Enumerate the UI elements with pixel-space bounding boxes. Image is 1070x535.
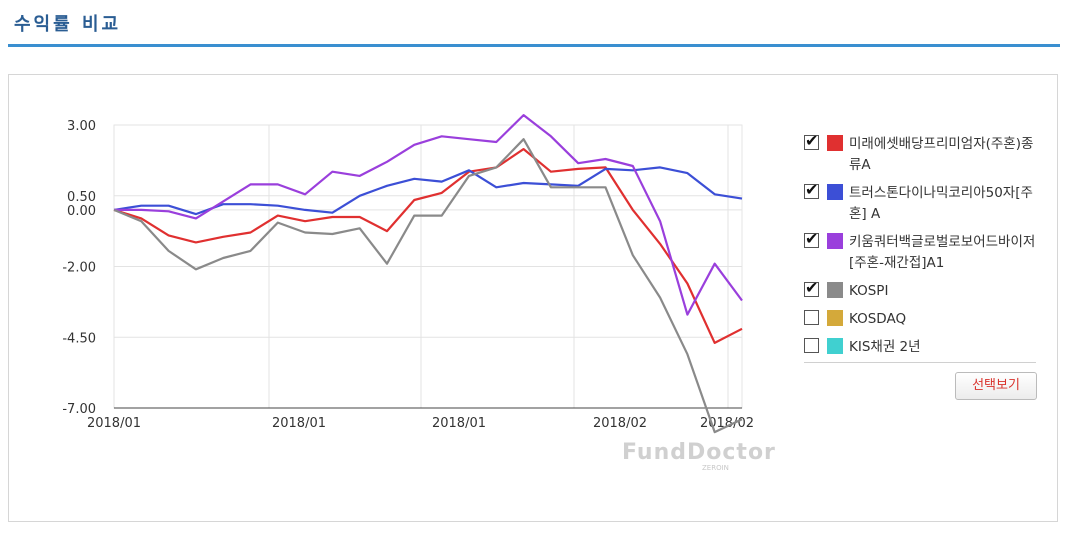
- y-tick-label: -2.00: [62, 261, 96, 276]
- x-tick-label: 2018/01: [272, 416, 326, 431]
- legend-label: KOSDAQ: [849, 311, 907, 327]
- legend-checkbox[interactable]: [804, 310, 819, 325]
- legend-swatch: [827, 135, 843, 151]
- y-tick-label: 3.00: [67, 119, 96, 134]
- series-line: [113, 148, 743, 344]
- legend-item[interactable]: ✔ KOSPI: [804, 278, 1039, 302]
- series-line: [113, 138, 743, 434]
- checkmark-icon: ✔: [805, 278, 819, 297]
- legend-item[interactable]: ✔ 트러스톤다이나믹코리아50자[주혼] A: [804, 180, 1039, 225]
- series-line: [113, 166, 743, 216]
- chart-panel: [8, 74, 1058, 522]
- x-tick-label: 2018/02: [593, 416, 647, 431]
- checkmark-icon: ✔: [805, 180, 819, 199]
- legend-item[interactable]: KOSDAQ: [804, 309, 1039, 330]
- legend-checkbox[interactable]: ✔: [804, 229, 819, 248]
- funddoctor-logo: FundDoctor: [622, 440, 776, 465]
- legend-checkbox[interactable]: ✔: [804, 131, 819, 150]
- legend-swatch: [827, 184, 843, 200]
- series-line: [114, 113, 743, 316]
- y-tick-label: -4.50: [62, 331, 96, 346]
- legend-swatch: [827, 338, 843, 354]
- legend-checkbox[interactable]: [804, 338, 819, 353]
- y-tick-label: 0.00: [67, 204, 96, 219]
- legend-checkbox[interactable]: ✔: [804, 278, 819, 297]
- zeroin-logo-text: ZEROIN: [702, 464, 729, 472]
- page-title: 수익률 비교: [14, 14, 122, 35]
- title-divider: [8, 44, 1060, 47]
- legend-label: KIS채권 2년: [849, 339, 921, 355]
- x-tick-label: 2018/01: [432, 416, 486, 431]
- checkmark-icon: ✔: [805, 131, 819, 150]
- legend-item[interactable]: ✔ 미래에셋배당프리미엄자(주혼)종류A: [804, 131, 1039, 176]
- x-tick-label: 2018/02: [700, 416, 754, 431]
- x-tick-label: 2018/01: [87, 416, 141, 431]
- legend-item[interactable]: KIS채권 2년: [804, 337, 1039, 358]
- legend-checkbox[interactable]: ✔: [804, 180, 819, 199]
- select-view-button[interactable]: 선택보기: [955, 372, 1037, 400]
- y-tick-label: 0.50: [67, 190, 96, 205]
- legend-label: 키움쿼터백글로벌로보어드바이저[주혼-재간접]A1: [849, 234, 1036, 271]
- legend-divider: [804, 362, 1036, 363]
- legend-swatch: [827, 233, 843, 249]
- legend-swatch: [827, 282, 843, 298]
- y-tick-label: -7.00: [62, 402, 96, 417]
- chart-legend: ✔ 미래에셋배당프리미엄자(주혼)종류A ✔ 트러스톤다이나믹코리아50자[주혼] A…: [804, 131, 1039, 365]
- legend-label: KOSPI: [849, 283, 889, 299]
- legend-item[interactable]: ✔ 키움쿼터백글로벌로보어드바이저[주혼-재간접]A1: [804, 229, 1039, 274]
- legend-label: 트러스톤다이나믹코리아50자[주혼] A: [849, 185, 1033, 222]
- legend-swatch: [827, 310, 843, 326]
- checkmark-icon: ✔: [805, 229, 819, 248]
- legend-label: 미래에셋배당프리미엄자(주혼)종류A: [849, 136, 1034, 173]
